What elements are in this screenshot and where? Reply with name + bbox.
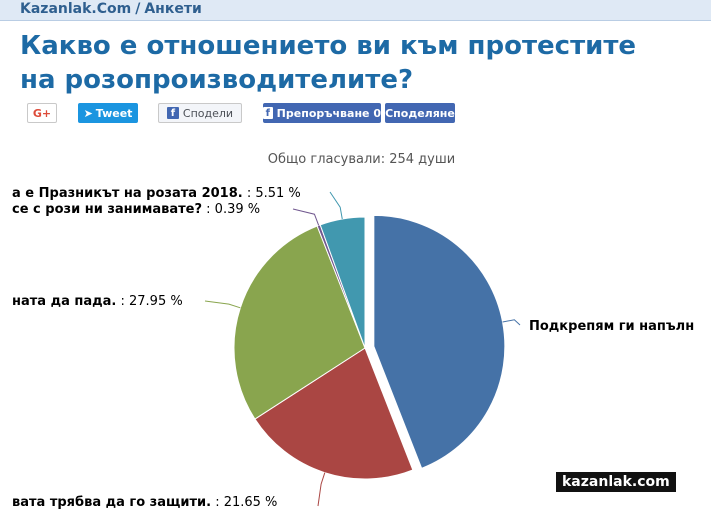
facebook-icon: f [263,107,273,119]
slice-label: се с рози ни занимавате? : 0.39 % [12,202,260,217]
breadcrumb-site-link[interactable]: Kazanlak.Com [20,1,132,17]
chart-subtitle-text: Общо гласували: 254 души [267,152,456,167]
google-plus-label: G+ [32,106,52,120]
slice-label-value: : 27.95 % [116,294,182,309]
tweet-button[interactable]: ➤ Tweet [78,103,138,123]
breadcrumb: Kazanlak.Com / Анкети [20,1,202,17]
share-label: Сподели [182,106,234,120]
slice-label-name: а е Празникът на розата 2018. [12,186,243,201]
slice-label: вата трябва да го защити. : 21.65 % [12,495,277,510]
label-connector [317,472,326,507]
pie-slice[interactable] [233,225,366,420]
facebook-icon: f [166,107,179,119]
pie-slice[interactable] [373,214,506,469]
breadcrumb-section-link[interactable]: Анкети [144,1,202,17]
top-bar: Kazanlak.Com / Анкети [0,0,711,21]
google-plus-button[interactable]: G+ [27,103,57,123]
share-button[interactable]: f Сподели [158,103,242,123]
slice-label-name: Подкрепям ги напълн [529,319,694,334]
slice-label: ната да пада. : 27.95 % [12,294,183,309]
slice-label-value: : 0.39 % [202,202,260,217]
slice-label-value: : 5.51 % [243,186,301,201]
slice-label-name: вата трябва да го защити. [12,495,211,510]
page-title: Какво е отношението ви към протестите на… [20,31,637,95]
label-connector [329,191,343,220]
like-label: Препоръчване 0 [276,106,381,120]
chart-subtitle: Общо гласували: 254 души [0,152,711,167]
facebook-share-label: Споделяне [385,106,455,120]
tweet-label: Tweet [95,106,133,120]
facebook-like-button[interactable]: f Препоръчване 0 [263,103,381,123]
label-connector [502,319,521,326]
label-connector [292,208,320,226]
slice-label-name: се с рози ни занимавате? [12,202,202,217]
facebook-share-button[interactable]: Споделяне [385,103,455,123]
twitter-bird-icon: ➤ [83,106,93,120]
label-connector [204,300,241,309]
pie-slice[interactable] [319,216,366,349]
pie-slice[interactable] [254,347,414,480]
breadcrumb-separator: / [135,1,141,17]
slice-label: Подкрепям ги напълн [529,319,694,334]
slice-label: а е Празникът на розата 2018. : 5.51 % [12,186,301,201]
slice-label-value: : 21.65 % [211,495,277,510]
watermark-logo: kazanlak.com [556,472,676,492]
slice-label-name: ната да пада. [12,294,116,309]
